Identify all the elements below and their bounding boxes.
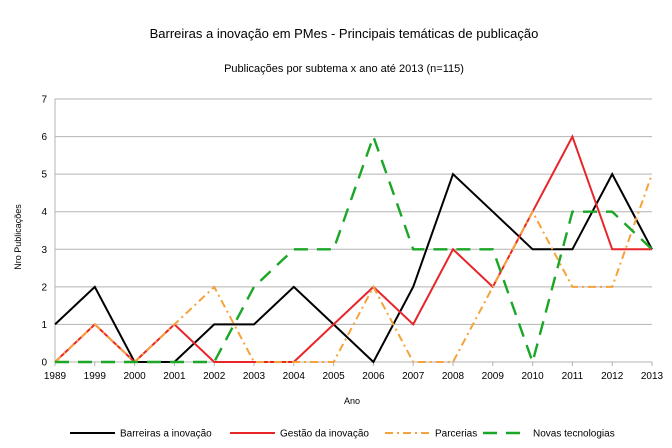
x-tick-label: 2005 xyxy=(322,371,345,382)
series-line xyxy=(55,132,653,367)
legend-label: Gestão da inovação xyxy=(280,429,369,440)
legend-label: Parcerias xyxy=(435,429,477,440)
y-tick-label: 4 xyxy=(41,207,47,218)
x-tick-label: 1989 xyxy=(44,371,67,382)
x-tick-label: 2009 xyxy=(482,371,505,382)
x-tick-label: 2004 xyxy=(283,371,306,382)
y-tick-label: 6 xyxy=(41,132,47,143)
x-tick-label: 2012 xyxy=(601,371,624,382)
x-tick-label: 2003 xyxy=(243,371,266,382)
x-tick-label: 2007 xyxy=(402,371,425,382)
legend: Barreiras a inovação Gestão da inovação Pa… xyxy=(70,429,615,440)
x-tick-label: 2010 xyxy=(521,371,544,382)
y-tick-label: 1 xyxy=(41,320,47,331)
y-tick-label: 5 xyxy=(41,170,47,181)
y-tick-label: 2 xyxy=(41,282,47,293)
x-tick-label: 2006 xyxy=(362,371,385,382)
axes: 0 1 2 3 4 5 6 7 1989 1999 2000 2001 2002 2003 2004 2005… xyxy=(41,95,663,383)
x-tick-label: 1999 xyxy=(84,371,107,382)
x-tick-label: 2011 xyxy=(562,371,584,382)
grid xyxy=(55,98,652,325)
series-line xyxy=(54,171,653,364)
x-tick-label: 2001 xyxy=(163,371,186,382)
y-tick-label: 0 xyxy=(41,358,47,369)
chart-subtitle: Publicações por subtema x ano até 2013 (… xyxy=(224,63,464,75)
y-tick-label: 3 xyxy=(41,245,47,256)
x-axis-label: Ano xyxy=(344,396,360,406)
y-axis-label: Nro Publicações xyxy=(13,204,23,270)
series-line xyxy=(54,134,652,364)
chart-title: Barreiras a inovação em PMes - Principai… xyxy=(150,26,539,41)
x-tick-label: 2000 xyxy=(123,371,146,382)
series-line xyxy=(54,173,653,364)
x-tick-label: 2002 xyxy=(203,371,226,382)
x-tick-label: 2013 xyxy=(641,371,664,382)
series-lines xyxy=(54,132,653,367)
legend-label: Novas tecnologias xyxy=(533,429,615,440)
y-tick-label: 7 xyxy=(41,95,47,106)
x-tick-label: 2008 xyxy=(442,371,465,382)
legend-label: Barreiras a inovação xyxy=(120,429,212,440)
